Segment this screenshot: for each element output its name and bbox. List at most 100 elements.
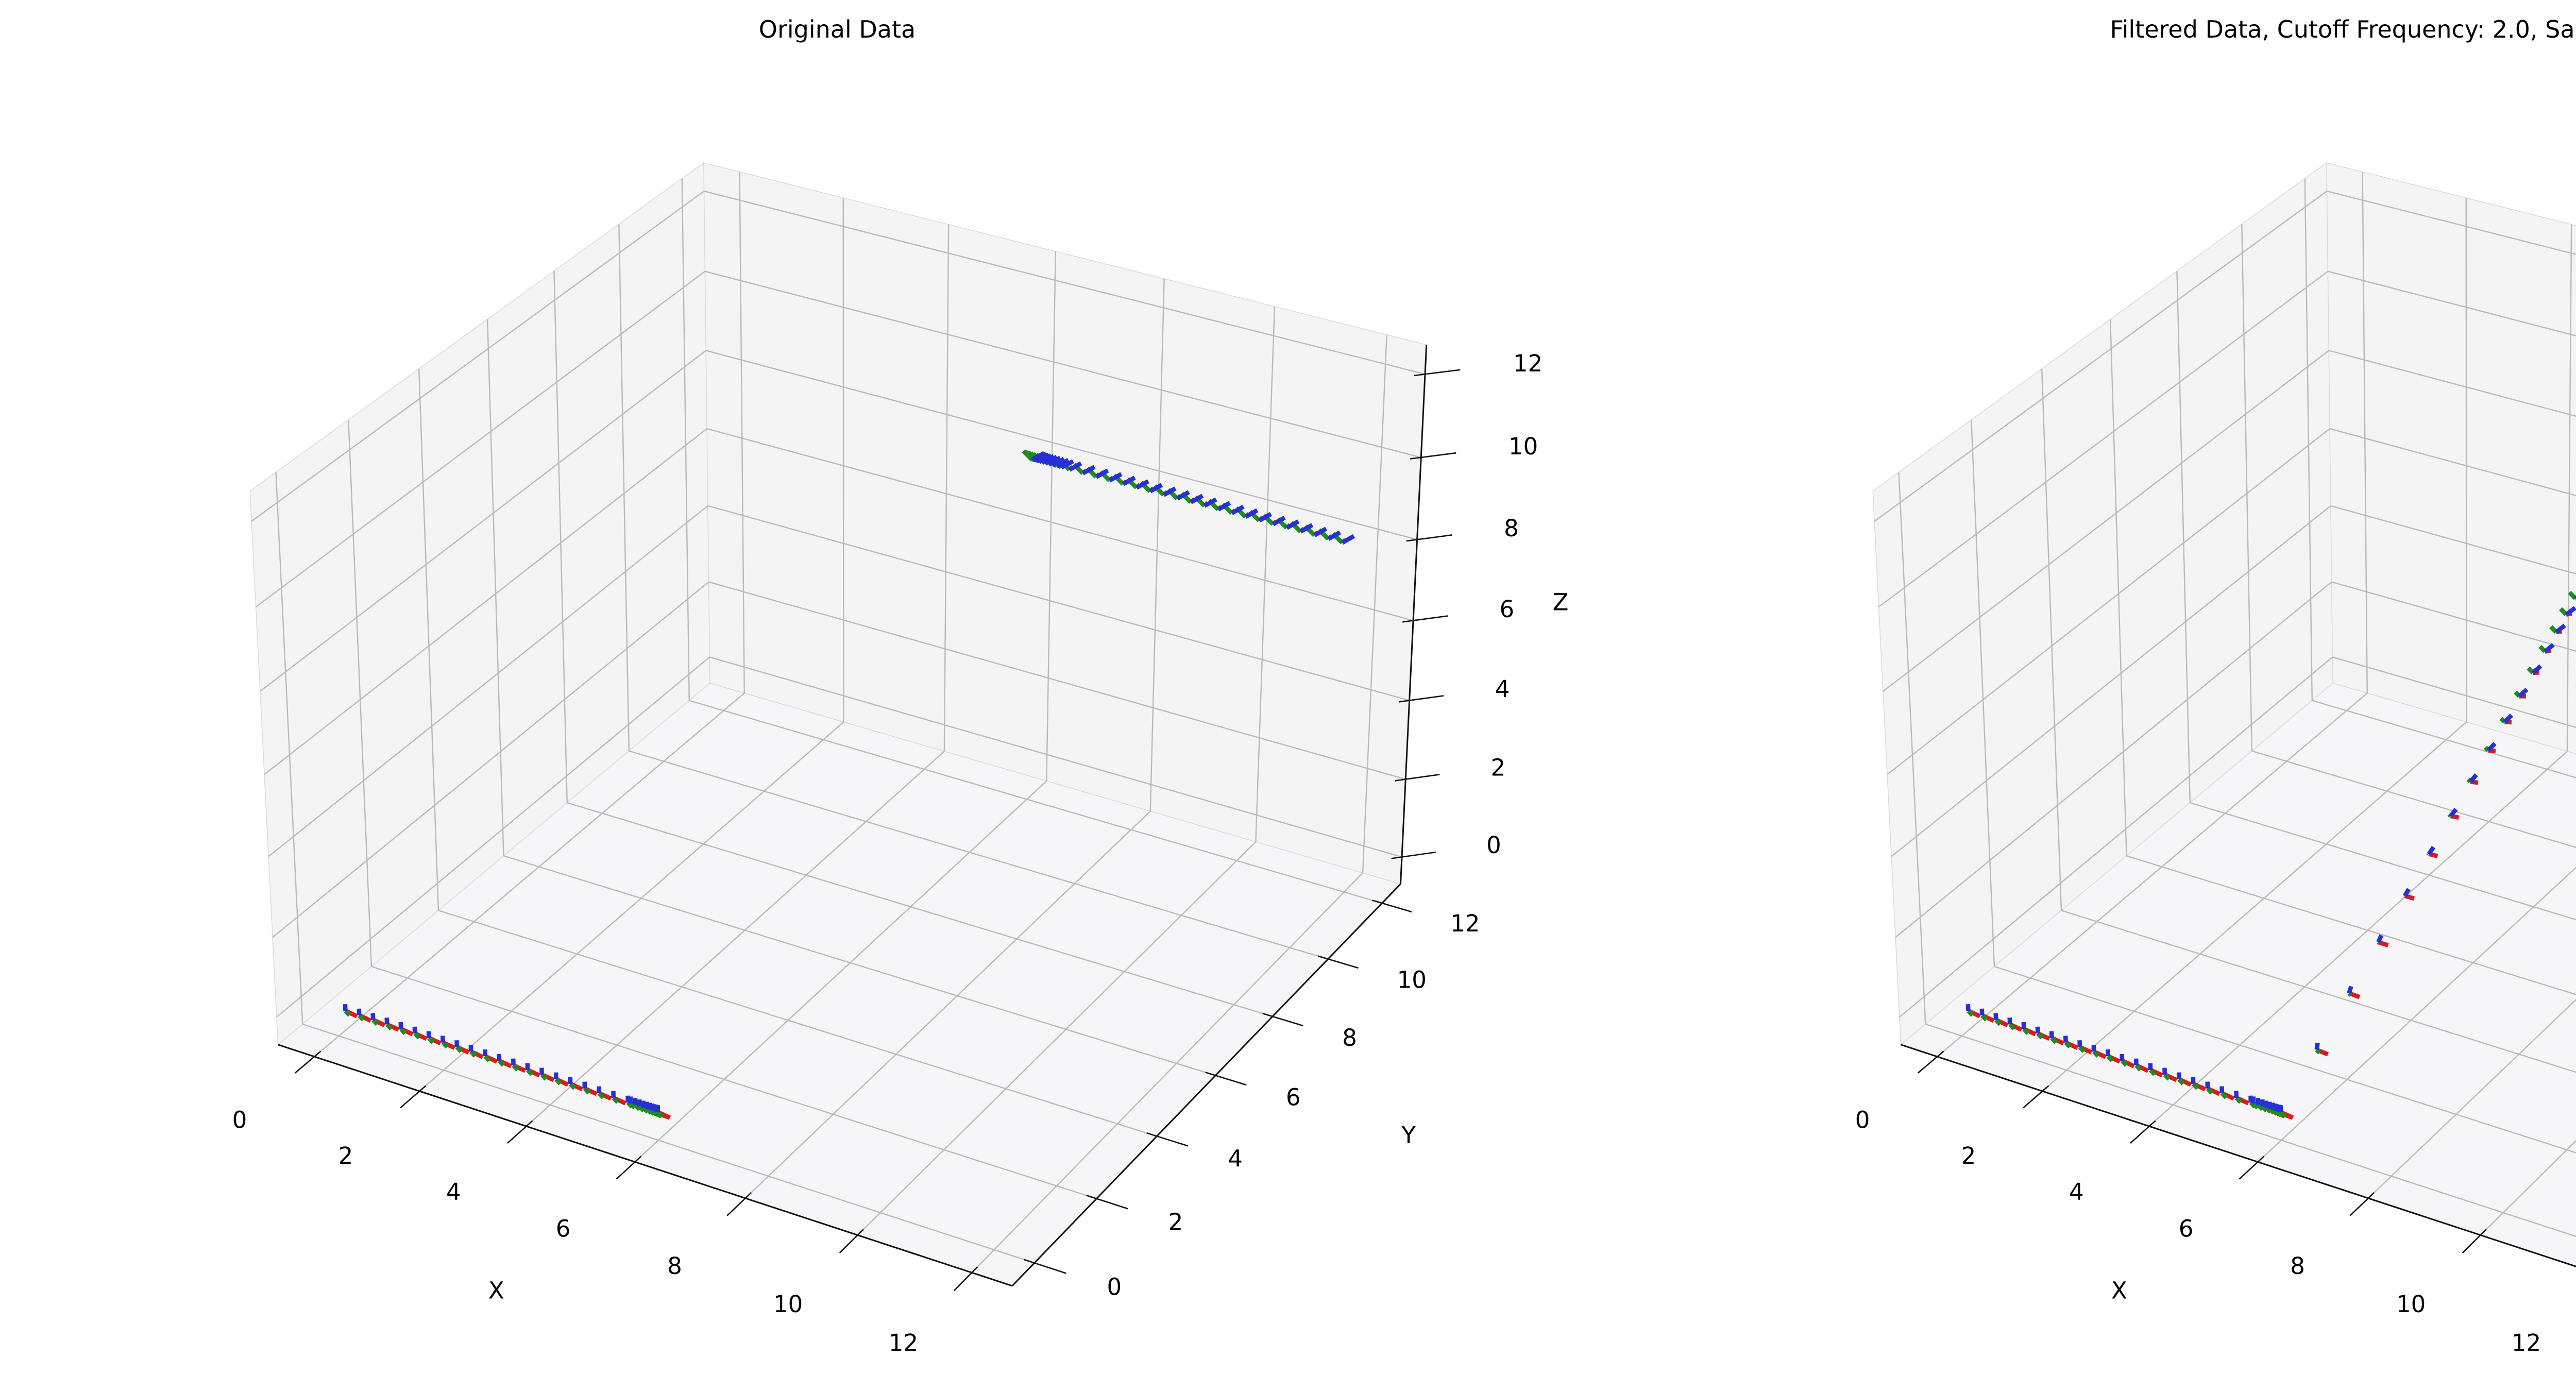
x-tick-label: 8 xyxy=(2290,1252,2305,1280)
pose-marker-arm xyxy=(358,1014,365,1022)
x-tick-label: 4 xyxy=(446,1178,461,1206)
pose-marker-arm xyxy=(2568,590,2576,600)
pose-marker-arm xyxy=(1217,501,1231,512)
pose-marker-arm xyxy=(2008,1023,2016,1030)
pose-marker-arm xyxy=(2106,1055,2114,1062)
pose-marker-arm xyxy=(2220,1091,2228,1099)
pose-marker-arm xyxy=(597,1091,605,1099)
pose-marker-arm xyxy=(2234,1096,2243,1104)
pose-marker-arm xyxy=(2314,1042,2320,1050)
pose-marker-arm xyxy=(1327,530,1342,541)
pose-marker-arm xyxy=(2177,1077,2185,1085)
pose-marker-arm xyxy=(612,1096,620,1104)
pose-marker-arm xyxy=(1136,479,1149,490)
z-tick-label: 2 xyxy=(1490,754,1505,782)
pose-marker-arm xyxy=(629,1101,637,1110)
grid-lines xyxy=(1874,172,2576,1237)
pose-marker-arm xyxy=(1230,504,1245,515)
pose-marker-arm xyxy=(2251,1101,2260,1110)
z-tick-label: 12 xyxy=(1513,350,1543,377)
pose-marker-arm xyxy=(344,1009,351,1017)
pose-marker-arm xyxy=(441,1041,449,1049)
y-tick-label: 4 xyxy=(1228,1145,1243,1173)
x-tick-label: 12 xyxy=(2512,1329,2541,1356)
pose-marker-arm xyxy=(371,1018,379,1026)
pose-marker-arm xyxy=(2315,1048,2321,1055)
pose-marker-arm xyxy=(1190,494,1204,504)
x-tick-label: 2 xyxy=(1961,1142,1976,1169)
axis-lines xyxy=(278,345,1428,1287)
pose-marker-arm xyxy=(2549,625,2558,634)
pose-marker-arm xyxy=(2078,1045,2086,1053)
pose-marker-arm xyxy=(2092,1050,2100,1058)
pose-marker-arm xyxy=(2192,1082,2199,1090)
x-axis-label: X xyxy=(2111,1277,2127,1304)
pose-marker-arm xyxy=(2486,742,2497,752)
y-axis-label: Y xyxy=(1401,1122,1416,1149)
pose-marker-arm xyxy=(1095,468,1109,479)
pose-marker-arm xyxy=(2503,714,2514,724)
pose-marker-arm xyxy=(497,1059,505,1067)
z-tick-label: 0 xyxy=(1486,832,1501,859)
left-plot-title: Original Data xyxy=(758,15,916,43)
pose-marker-arm xyxy=(413,1032,421,1040)
pose-marker-arm xyxy=(2134,1064,2142,1072)
y-tick-label: 0 xyxy=(1107,1273,1122,1300)
series-frame-z-axis xyxy=(343,451,1355,1112)
pose-marker-arm xyxy=(469,1050,477,1058)
y-tick-label: 2 xyxy=(1168,1208,1183,1235)
pose-marker-arm xyxy=(2347,986,2353,994)
pose-marker-arm xyxy=(2565,606,2576,617)
axis-lines xyxy=(1901,1044,2576,1267)
z-tick-label: 4 xyxy=(1495,675,1510,703)
pose-marker-arm xyxy=(2022,1027,2030,1035)
tick-marks xyxy=(1917,1050,2487,1253)
pose-marker-arm xyxy=(2427,845,2436,856)
pose-marker-arm xyxy=(569,1082,577,1090)
pose-marker-arm xyxy=(2347,991,2353,997)
pose-marker-arm xyxy=(1272,516,1286,527)
pose-marker-arm xyxy=(2120,1059,2128,1067)
pose-marker-arm xyxy=(1044,454,1058,465)
pose-marker-arm xyxy=(2514,690,2521,698)
pose-marker-arm xyxy=(2518,688,2529,698)
pose-marker-arm xyxy=(2403,888,2411,897)
pose-marker-arm xyxy=(2531,664,2543,675)
pose-marker-arm xyxy=(656,1110,664,1118)
pose-marker-arm xyxy=(1047,455,1061,466)
pose-marker-arm xyxy=(2257,1103,2264,1111)
pose-marker-arm xyxy=(1055,458,1070,468)
x-tick-label: 0 xyxy=(232,1107,247,1134)
pose-marker-arm xyxy=(2206,1087,2214,1095)
pose-marker-arm xyxy=(1285,519,1300,530)
pose-marker-arm xyxy=(1299,523,1314,534)
pose-marker-arm xyxy=(1203,497,1217,508)
x-tick-label: 2 xyxy=(338,1142,353,1169)
pose-marker-arm xyxy=(1965,1004,1971,1011)
pose-marker-arm xyxy=(634,1103,641,1111)
series-frame-y-axis xyxy=(1967,579,2576,1118)
pose-marker-arm xyxy=(1051,456,1065,467)
y-tick-label: 12 xyxy=(1450,910,1480,937)
y-tick-label: 8 xyxy=(1342,1024,1357,1051)
pose-marker-arm xyxy=(2163,1073,2171,1081)
grid-lines xyxy=(251,172,1426,1274)
pose-marker-arm xyxy=(370,1013,376,1020)
pose-marker-arm xyxy=(1108,472,1123,483)
pose-marker-arm xyxy=(427,1036,435,1044)
pose-marker-arm xyxy=(2559,607,2568,616)
pose-marker-arm xyxy=(1060,459,1074,470)
pose-marker-arm xyxy=(2468,773,2478,783)
pose-marker-arm xyxy=(2149,1068,2157,1076)
pose-marker-arm xyxy=(483,1055,491,1062)
pose-marker-arm xyxy=(1149,483,1163,494)
original-data-plot: 0 2 4 6 8 10 12 0 2 4 6 8 10 12 0 2 4 6 8 10 12 X Y Z xyxy=(232,162,1568,1356)
x-tick-label: 8 xyxy=(667,1252,682,1280)
pose-marker-arm xyxy=(2377,940,2381,945)
pose-marker-arm xyxy=(1122,476,1136,486)
pose-marker-arm xyxy=(1258,512,1272,523)
